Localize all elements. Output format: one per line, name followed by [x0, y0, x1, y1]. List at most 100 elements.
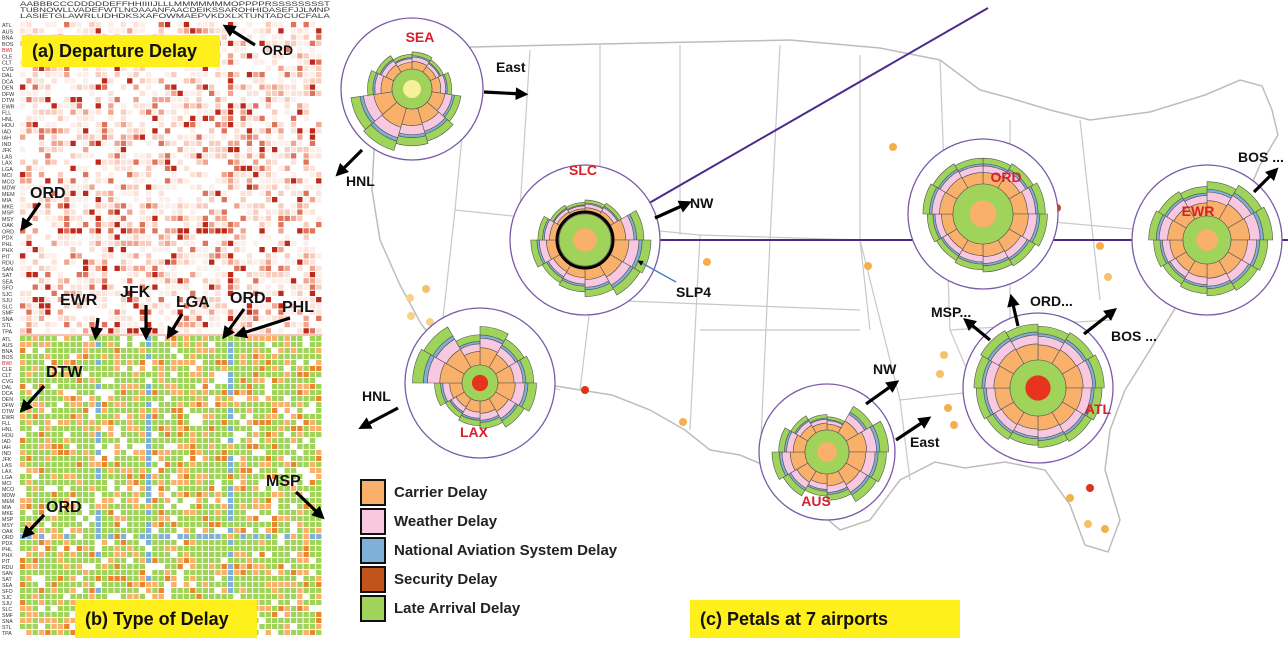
- type-cell: [202, 540, 208, 545]
- heat-cell: [316, 90, 322, 96]
- row-label: SJC: [2, 595, 12, 601]
- type-cell: [240, 546, 246, 551]
- heat-cell: [177, 197, 183, 203]
- type-cell: [240, 336, 246, 341]
- heat-cell: [316, 284, 322, 290]
- type-cell: [265, 420, 271, 425]
- heat-cell: [290, 322, 297, 328]
- type-cell: [196, 348, 202, 353]
- heat-cell: [89, 247, 95, 253]
- type-cell: [57, 492, 64, 497]
- nas-swatch: [360, 537, 386, 564]
- type-cell: [114, 564, 120, 569]
- heat-cell: [114, 240, 120, 246]
- heat-cell: [196, 90, 202, 96]
- heat-cell: [221, 134, 227, 140]
- heat-cell: [259, 172, 265, 178]
- type-cell: [303, 444, 309, 449]
- heat-cell: [227, 278, 234, 284]
- heat-cell: [171, 215, 177, 221]
- type-cell: [164, 390, 171, 395]
- type-cell: [284, 420, 290, 425]
- heat-cell: [146, 303, 152, 309]
- heat-cell: [146, 140, 152, 146]
- type-cell: [20, 606, 26, 611]
- type-cell: [76, 414, 82, 419]
- petal: [1179, 280, 1208, 294]
- heat-cell: [202, 190, 208, 196]
- type-cell: [221, 534, 227, 539]
- type-cell: [240, 510, 246, 515]
- type-cell: [240, 576, 246, 581]
- heat-cell: [196, 140, 202, 146]
- airport-dot: [1066, 494, 1074, 502]
- heat-cell: [158, 78, 164, 84]
- type-cell: [297, 558, 303, 563]
- heat-cell: [284, 178, 290, 184]
- type-cell: [316, 408, 322, 413]
- heat-cell: [215, 209, 221, 215]
- type-cell: [127, 462, 133, 467]
- type-cell: [227, 354, 234, 359]
- heat-cell: [127, 140, 133, 146]
- type-cell: [51, 432, 57, 437]
- type-cell: [64, 474, 70, 479]
- heat-cell: [316, 315, 322, 321]
- heat-cell: [83, 284, 89, 290]
- heat-cell: [272, 303, 278, 309]
- type-cell: [215, 570, 221, 575]
- heat-cell: [76, 109, 82, 115]
- type-cell: [246, 582, 253, 587]
- heat-cell: [45, 278, 51, 284]
- type-cell: [215, 558, 221, 563]
- heat-cell: [120, 303, 127, 309]
- type-cell: [89, 510, 95, 515]
- heat-cell: [76, 122, 82, 128]
- type-cell: [139, 366, 145, 371]
- type-cell: [64, 450, 70, 455]
- row-label: CLE: [2, 367, 13, 373]
- heat-cell: [127, 259, 133, 265]
- arrow-label: SLP4: [676, 284, 711, 300]
- heat-cell: [290, 209, 297, 215]
- type-cell: [64, 372, 70, 377]
- type-cell: [297, 546, 303, 551]
- type-cell: [177, 462, 183, 467]
- heat-cell: [120, 165, 127, 171]
- heat-cell: [70, 259, 76, 265]
- heat-cell: [26, 234, 32, 240]
- heat-cell: [303, 228, 309, 234]
- heat-cell: [253, 209, 259, 215]
- type-cell: [202, 360, 208, 365]
- type-cell: [303, 348, 309, 353]
- heat-cell: [183, 322, 190, 328]
- row-label: ATL: [2, 337, 11, 343]
- heat-cell: [38, 97, 45, 103]
- type-cell: [272, 588, 278, 593]
- type-cell: [114, 384, 120, 389]
- type-cell: [278, 402, 284, 407]
- type-cell: [253, 402, 259, 407]
- heat-cell: [32, 65, 38, 71]
- heat-cell: [202, 109, 208, 115]
- type-cell: [227, 522, 234, 527]
- type-cell: [202, 510, 208, 515]
- type-cell: [309, 618, 316, 623]
- type-cell: [183, 576, 190, 581]
- type-cell: [26, 390, 32, 395]
- type-cell: [278, 360, 284, 365]
- type-cell: [297, 624, 303, 629]
- heat-cell: [278, 122, 284, 128]
- type-cell: [309, 630, 316, 635]
- type-cell: [177, 438, 183, 443]
- type-cell: [32, 534, 38, 539]
- type-cell: [152, 462, 158, 467]
- type-cell: [64, 378, 70, 383]
- type-cell: [32, 432, 38, 437]
- heat-cell: [196, 322, 202, 328]
- type-cell: [309, 336, 316, 341]
- type-cell: [164, 366, 171, 371]
- heat-cell: [83, 209, 89, 215]
- type-cell: [38, 498, 45, 503]
- type-cell: [272, 396, 278, 401]
